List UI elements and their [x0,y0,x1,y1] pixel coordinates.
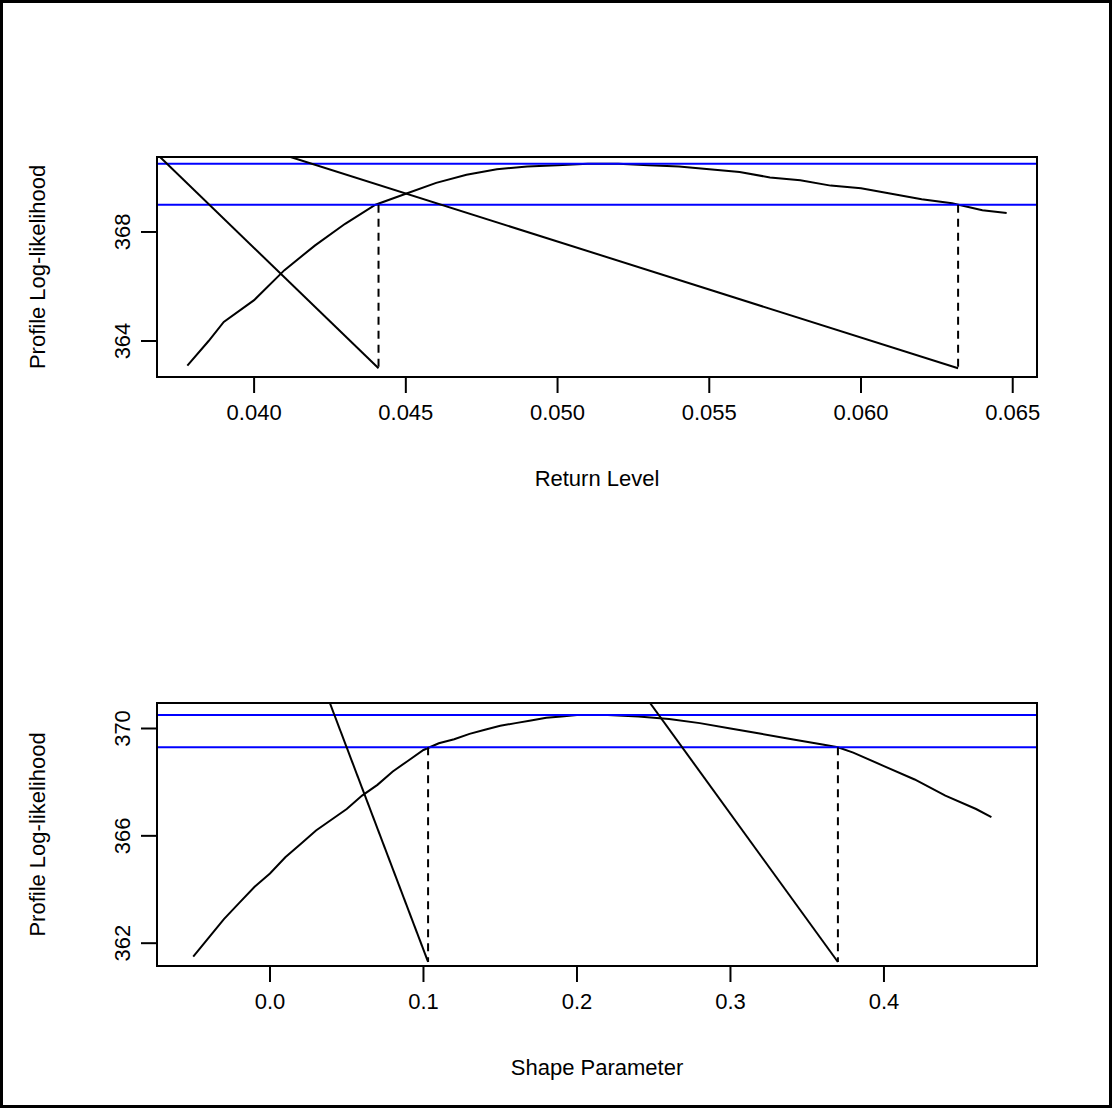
x-tick-label: 0.065 [985,400,1040,425]
y-tick-label: 364 [110,323,135,360]
y-axis-title: Profile Log-likelihood [25,165,50,369]
x-tick [576,966,578,982]
data-line [330,703,428,962]
x-tick [253,377,255,393]
dashed-line [957,205,959,369]
reference-line [157,204,1037,206]
plot-area [157,703,1037,962]
x-tick [405,377,407,393]
x-tick-label: 0.2 [562,989,593,1014]
reference-line [157,163,1037,165]
dashed-line [427,747,429,962]
y-tick [141,727,157,729]
x-tick [269,966,271,982]
x-tick-label: 0.055 [682,400,737,425]
dashed-line [837,747,839,962]
data-line [291,157,959,368]
dashed-line [378,205,380,369]
outer-border [2,2,1111,1107]
x-tick-label: 0.050 [530,400,585,425]
x-tick [708,377,710,393]
x-tick-label: 0.0 [255,989,286,1014]
x-tick-label: 0.045 [378,400,433,425]
x-axis-title: Shape Parameter [511,1055,683,1080]
x-tick-label: 0.3 [715,989,746,1014]
data-line [187,164,1006,366]
y-axis-title: Profile Log-likelihood [25,732,50,936]
x-tick-label: 0.060 [833,400,888,425]
reference-line [157,714,1037,716]
plot-frame [157,157,1037,377]
x-tick [729,966,731,982]
x-tick-label: 0.040 [227,400,282,425]
x-tick [883,966,885,982]
x-tick [860,377,862,393]
x-axis-title: Return Level [535,466,660,491]
x-tick [422,966,424,982]
data-line [193,715,991,957]
y-tick [141,835,157,837]
x-tick-label: 0.1 [408,989,439,1014]
y-tick-label: 368 [110,214,135,251]
x-tick [1012,377,1014,393]
data-line [650,703,838,962]
plot-frame [157,703,1037,966]
data-line [160,157,378,368]
chart-canvas: 0.040 0.045 0.050 0.055 0.060 0.065 364 368 Retu… [0,0,1112,1108]
y-tick-label: 366 [110,817,135,854]
y-tick [141,231,157,233]
x-tick-label: 0.4 [869,989,900,1014]
y-tick-label: 370 [110,710,135,747]
plot-area [157,157,1037,368]
reference-line [157,746,1037,748]
y-tick [141,340,157,342]
y-tick-label: 362 [110,925,135,962]
x-tick [557,377,559,393]
y-tick [141,942,157,944]
